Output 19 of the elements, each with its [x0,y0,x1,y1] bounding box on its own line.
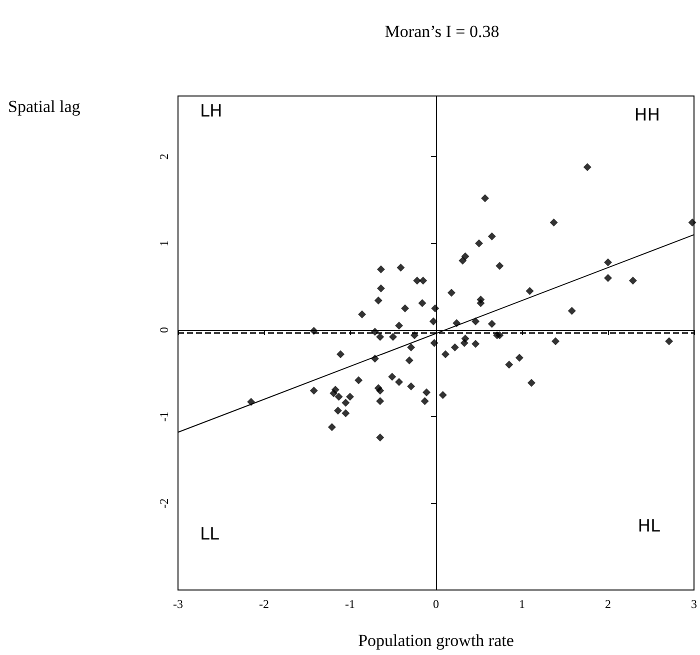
x-tick-label: -3 [173,597,183,611]
y-axis-title: Spatial lag [8,97,81,116]
annotation: HL [638,516,661,536]
y-tick-label: 1 [157,240,171,246]
y-tick-label: 2 [157,154,171,160]
x-tick-label: 1 [519,597,525,611]
annotation: LL [200,524,220,544]
y-tick-label: -2 [157,498,171,508]
x-tick-label: 3 [691,597,697,611]
annotation: HH [634,106,660,126]
chart-title: Moran’s I = 0.38 [384,22,500,41]
x-axis-title: Population growth rate [358,631,514,650]
x-tick-label: -1 [345,597,355,611]
x-tick-label: 2 [605,597,611,611]
x-tick-label: -2 [259,597,269,611]
y-tick-label: -1 [157,412,171,422]
x-tick-label: 0 [433,597,439,611]
y-tick-label: 0 [157,327,171,333]
annotation: LH [200,102,222,122]
